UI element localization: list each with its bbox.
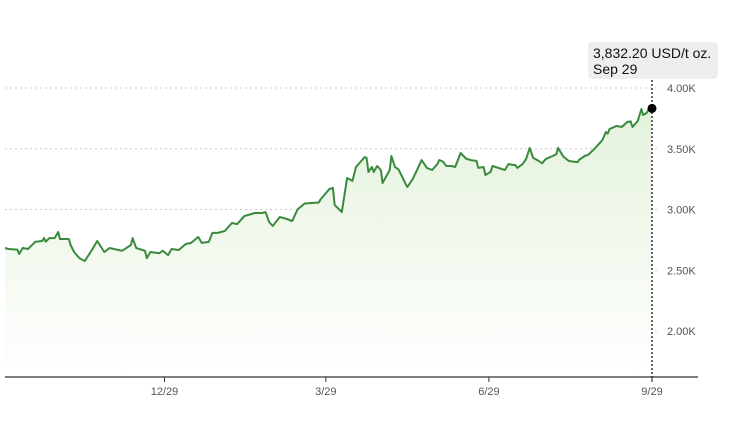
tooltip-date: Sep 29	[593, 61, 638, 77]
x-tick-label: 3/29	[315, 386, 336, 398]
y-tick-label: 2.50K	[667, 265, 696, 277]
y-axis: 2.00K 2.50K 3.00K 3.50K 4.00K	[667, 83, 696, 338]
x-axis: 12/29 3/29 6/29 9/29	[5, 376, 698, 398]
price-tooltip: 3,832.20 USD/t oz. Sep 29	[588, 42, 718, 79]
y-tick-label: 3.00K	[667, 205, 696, 217]
x-tick-label: 6/29	[478, 386, 499, 398]
y-tick-label: 4.00K	[667, 83, 696, 95]
price-line	[4, 107, 653, 262]
x-tick-label: 9/29	[641, 386, 662, 398]
price-area-fill	[5, 108, 652, 378]
tooltip-value: 3,832.20 USD/t oz.	[593, 45, 712, 61]
highlight-point[interactable]	[647, 103, 657, 113]
y-tick-label: 3.50K	[667, 144, 696, 156]
y-tick-label: 2.00K	[667, 326, 696, 338]
x-tick-label: 12/29	[151, 386, 179, 398]
